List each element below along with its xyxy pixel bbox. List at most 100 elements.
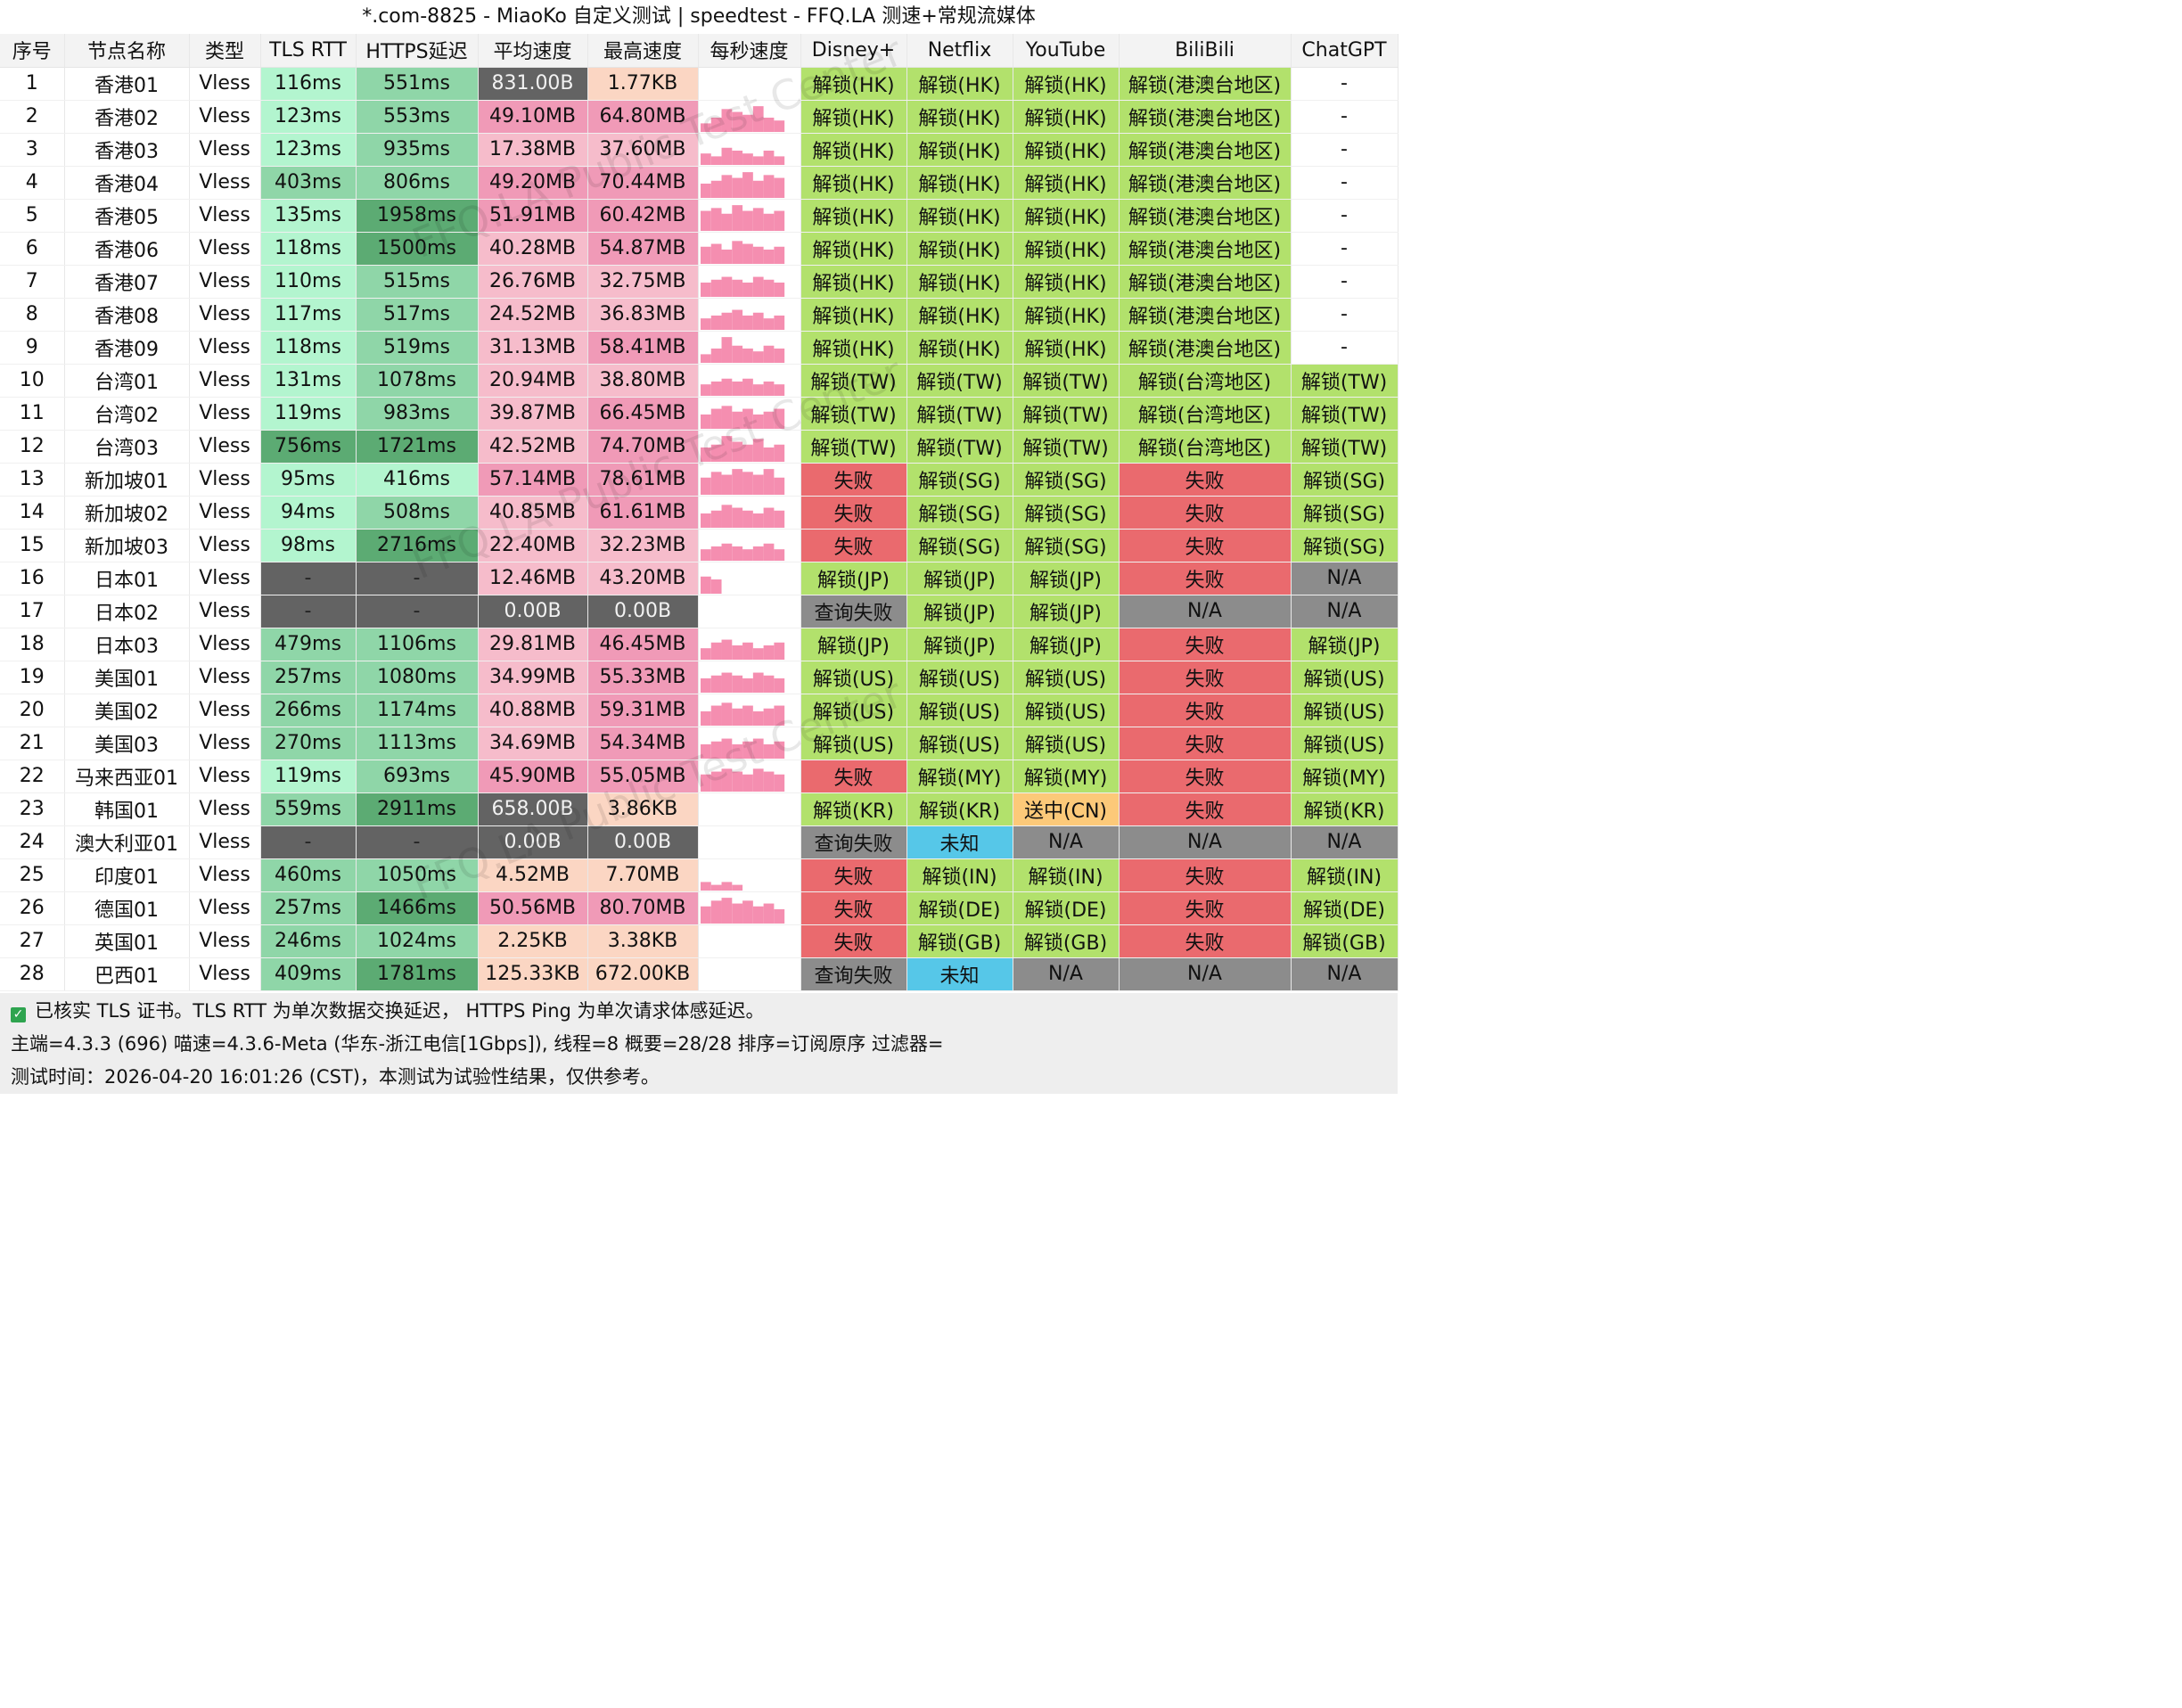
col-netflix-header[interactable]: Netflix <box>906 34 1013 68</box>
col-avg-speed-header[interactable]: 平均速度 <box>478 34 588 68</box>
youtube-cell: 解锁(HK) <box>1013 199 1120 233</box>
table-row[interactable]: 9 香港09 Vless 118ms 519ms 31.13MB 58.41MB 解锁(HK)… <box>0 331 1399 365</box>
https-latency-cell: 806ms <box>356 166 479 200</box>
https-latency-cell: 1466ms <box>356 891 479 925</box>
node-name: 台湾03 <box>64 430 190 464</box>
sparkline-bar <box>700 282 711 297</box>
per-second-speed-cell <box>698 133 801 167</box>
table-row[interactable]: 16 日本01 Vless - -12.46MB 43.20MB 解锁(JP) 解锁(JP) 解… <box>0 562 1399 595</box>
col-chatgpt-header[interactable]: ChatGPT <box>1291 34 1399 68</box>
https-latency-cell: 693ms <box>356 760 479 793</box>
speed-sparkline <box>699 958 800 990</box>
tls-rtt-cell: - <box>260 825 357 859</box>
tls-rtt-cell: 118ms <box>260 232 357 266</box>
table-row[interactable]: 10 台湾01 Vless 131ms 1078ms 20.94MB 38.80MB 解锁(T… <box>0 364 1399 398</box>
max-speed-cell: 80.70MB <box>587 891 699 925</box>
col-index-header[interactable]: 序号 <box>0 34 65 68</box>
sparkline-bar <box>700 743 711 759</box>
table-row[interactable]: 17 日本02 Vless - -0.00B 0.00B 查询失败 解锁(JP) 解锁(JP) N… <box>0 595 1399 628</box>
table-row[interactable]: 24 澳大利亚01 Vless - -0.00B 0.00B 查询失败 未知 N/A N/A N/A <box>0 825 1399 859</box>
avg-speed-cell: 658.00B <box>478 792 588 826</box>
table-row[interactable]: 25 印度01 Vless 460ms 1050ms 4.52MB 7.70MB 失败 解锁(I… <box>0 858 1399 892</box>
https-latency-cell: 2911ms <box>356 792 479 826</box>
table-row[interactable]: 6 香港06 Vless 118ms 1500ms 40.28MB 54.87MB 解锁(HK… <box>0 232 1399 266</box>
sparkline-bar <box>773 741 784 759</box>
bilibili-cell: 解锁(港澳台地区) <box>1119 265 1292 299</box>
table-row[interactable]: 5 香港05 Vless 135ms 1958ms 51.91MB 60.42MB 解锁(HK… <box>0 199 1399 233</box>
col-type-header[interactable]: 类型 <box>189 34 261 68</box>
max-speed-cell: 70.44MB <box>587 166 699 200</box>
node-name: 香港07 <box>64 265 190 299</box>
avg-speed-cell: 50.56MB <box>478 891 588 925</box>
netflix-cell: 解锁(HK) <box>906 166 1013 200</box>
table-row[interactable]: 14 新加坡02 Vless 94ms 508ms 40.85MB 61.61MB 失败 解锁(… <box>0 496 1399 530</box>
node-name: 新加坡01 <box>64 463 190 497</box>
node-name: 香港01 <box>64 67 190 101</box>
table-row[interactable]: 3 香港03 Vless 123ms 935ms 17.38MB 37.60MB 解锁(HK)… <box>0 133 1399 167</box>
chatgpt-cell: N/A <box>1291 957 1399 991</box>
col-youtube-header[interactable]: YouTube <box>1013 34 1120 68</box>
table-row[interactable]: 11 台湾02 Vless 119ms 983ms 39.87MB 66.45MB 解锁(TW… <box>0 397 1399 431</box>
https-latency-cell: 1078ms <box>356 364 479 398</box>
netflix-cell: 解锁(GB) <box>906 924 1013 958</box>
netflix-cell: 解锁(US) <box>906 727 1013 760</box>
sparkline-bar <box>742 899 753 924</box>
per-second-speed-cell <box>698 298 801 332</box>
col-max-speed-header[interactable]: 最高速度 <box>587 34 699 68</box>
chatgpt-cell: - <box>1291 199 1399 233</box>
table-row[interactable]: 2 香港02 Vless 123ms 553ms 49.10MB 64.80MB 解锁(HK)… <box>0 100 1399 134</box>
node-name: 香港06 <box>64 232 190 266</box>
per-second-speed-cell <box>698 100 801 134</box>
col-node-name-header[interactable]: 节点名称 <box>64 34 190 68</box>
avg-speed-cell: 34.99MB <box>478 661 588 694</box>
row-index: 22 <box>0 760 65 793</box>
table-row[interactable]: 20 美国02 Vless 266ms 1174ms 40.88MB 59.31MB 解锁(U… <box>0 694 1399 727</box>
table-row[interactable]: 26 德国01 Vless 257ms 1466ms 50.56MB 80.70MB 失败 解锁… <box>0 891 1399 925</box>
table-row[interactable]: 4 香港04 Vless 403ms 806ms 49.20MB 70.44MB 解锁(HK)… <box>0 166 1399 200</box>
table-row[interactable]: 1 香港01 Vless 116ms 551ms 831.00B 1.77KB 解锁(HK) 解… <box>0 67 1399 101</box>
col-disney-header[interactable]: Disney+ <box>800 34 907 68</box>
https-latency-cell: 508ms <box>356 496 479 530</box>
table-row[interactable]: 28 巴西01 Vless 409ms 1781ms 125.33KB 672.00KB 查询… <box>0 957 1399 991</box>
max-speed-cell: 46.45MB <box>587 628 699 661</box>
sparkline-bar <box>700 774 711 792</box>
table-row[interactable]: 21 美国03 Vless 270ms 1113ms 34.69MB 54.34MB 解锁(U… <box>0 727 1399 760</box>
sparkline-bar <box>731 546 742 561</box>
row-index: 20 <box>0 694 65 727</box>
table-row[interactable]: 13 新加坡01 Vless 95ms 416ms 57.14MB 78.61MB 失败 解锁(… <box>0 463 1399 497</box>
speed-sparkline <box>699 68 800 100</box>
sparkline-bar <box>742 471 753 495</box>
sparkline-bar <box>752 906 764 924</box>
sparkline-bar <box>731 411 742 429</box>
sparkline-bar <box>763 345 774 363</box>
sparkline-bar <box>710 705 722 726</box>
youtube-cell: 解锁(JP) <box>1013 628 1120 661</box>
bilibili-cell: 解锁(港澳台地区) <box>1119 232 1292 266</box>
node-type: Vless <box>189 133 261 167</box>
table-row[interactable]: 22 马来西亚01 Vless 119ms 693ms 45.90MB 55.05MB 失败解… <box>0 760 1399 793</box>
sparkline-bar <box>773 282 784 297</box>
https-latency-cell: - <box>356 562 479 595</box>
table-row[interactable]: 19 美国01 Vless 257ms 1080ms 34.99MB 55.33MB 解锁(U… <box>0 661 1399 694</box>
table-row[interactable]: 7 香港07 Vless 110ms 515ms 26.76MB 32.75MB 解锁(HK)… <box>0 265 1399 299</box>
table-row[interactable]: 12 台湾03 Vless 756ms 1721ms 42.52MB 74.70MB 解锁(T… <box>0 430 1399 464</box>
sparkline-bar <box>721 881 732 891</box>
col-per-second-speed-header[interactable]: 每秒速度 <box>698 34 801 68</box>
speedtest-report: *.com-8825 - MiaoKo 自定义测试 | speedtest - … <box>0 0 1399 1094</box>
table-row[interactable]: 8 香港08 Vless 117ms 517ms 24.52MB 36.83MB 解锁(HK)… <box>0 298 1399 332</box>
table-row[interactable]: 23 韩国01 Vless 559ms 2911ms 658.00B 3.86KB 解锁(KR… <box>0 792 1399 826</box>
table-row[interactable]: 18 日本03 Vless 479ms 1106ms 29.81MB 46.45MB 解锁(J… <box>0 628 1399 661</box>
table-row[interactable]: 27 英国01 Vless 246ms 1024ms 2.25KB 3.38KB 失败 解锁(G… <box>0 924 1399 958</box>
https-latency-cell: 1721ms <box>356 430 479 464</box>
bilibili-cell: 解锁(港澳台地区) <box>1119 100 1292 134</box>
bilibili-cell: 失败 <box>1119 562 1292 595</box>
sparkline-bar <box>710 348 722 363</box>
col-https-latency-header[interactable]: HTTPS延迟 <box>356 34 479 68</box>
col-bilibili-header[interactable]: BiliBili <box>1119 34 1292 68</box>
speed-sparkline <box>699 595 800 628</box>
chatgpt-cell: 解锁(IN) <box>1291 858 1399 892</box>
col-tls-rtt-header[interactable]: TLS RTT <box>260 34 357 68</box>
bilibili-cell: 解锁(台湾地区) <box>1119 364 1292 398</box>
table-row[interactable]: 15 新加坡03 Vless 98ms 2716ms 22.40MB 32.23MB 失败 解锁… <box>0 529 1399 562</box>
chatgpt-cell: 解锁(SG) <box>1291 496 1399 530</box>
